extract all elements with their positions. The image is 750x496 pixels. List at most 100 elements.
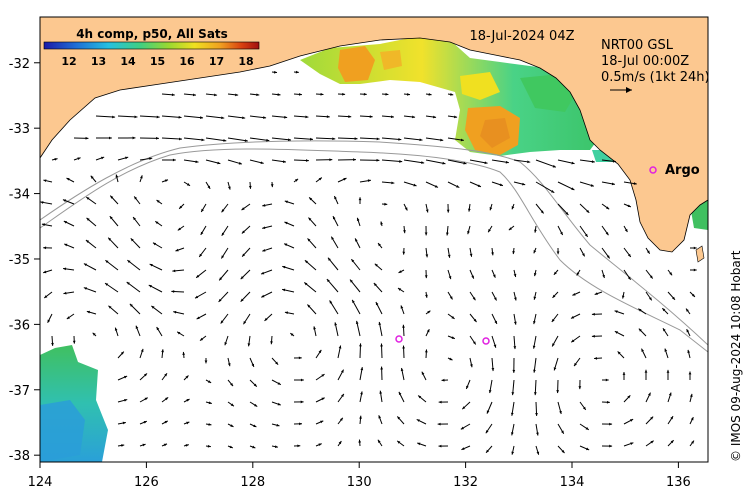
current-arrowhead: [221, 232, 225, 236]
current-arrowhead: [574, 362, 577, 367]
current-arrowhead: [123, 375, 128, 379]
current-arrowhead: [262, 248, 266, 252]
current-arrow: [205, 115, 225, 119]
current-arrowhead: [182, 351, 186, 355]
current-arrowhead: [460, 426, 465, 430]
current-arrowhead: [627, 276, 631, 280]
current-arrowhead: [318, 443, 322, 447]
current-arrowhead: [513, 346, 517, 350]
current-arrowhead: [173, 310, 177, 314]
current-arrowhead: [609, 444, 613, 448]
current-arrowhead: [460, 138, 464, 142]
colorbar-gradient: [43, 41, 260, 50]
current-arrowhead: [648, 297, 652, 301]
current-arrowhead: [240, 276, 244, 280]
current-arrowhead: [646, 250, 650, 254]
current-arrowhead: [421, 371, 425, 375]
current-arrowhead: [110, 195, 114, 199]
current-arrowhead: [142, 443, 146, 447]
current-arrowhead: [115, 174, 119, 178]
current-arrowhead: [214, 93, 218, 97]
current-arrowhead: [662, 308, 666, 312]
current-arrowhead: [85, 136, 89, 140]
current-arrowhead: [461, 447, 465, 450]
colorbar-tick-label: 12: [61, 55, 76, 68]
current-arrowhead: [424, 349, 428, 353]
current-arrowhead: [412, 115, 416, 119]
current-arrowhead: [200, 116, 204, 119]
current-arrowhead: [164, 179, 169, 183]
current-arrowhead: [576, 272, 580, 276]
current-arrowhead: [152, 242, 157, 246]
current-arrowhead: [512, 369, 516, 373]
current-arrowhead: [472, 341, 476, 345]
current-arrowhead: [434, 184, 439, 188]
current-arrowhead: [690, 417, 694, 421]
current-arrowhead: [186, 183, 191, 186]
current-arrowhead: [284, 221, 288, 225]
current-arrowhead: [425, 209, 429, 213]
sst-patches: [40, 36, 708, 462]
current-arrowhead: [622, 371, 626, 375]
current-arrowhead: [248, 185, 252, 189]
current-arrowhead: [367, 179, 371, 183]
current-arrowhead: [310, 137, 314, 141]
current-arrowhead: [398, 288, 402, 291]
current-arrow: [205, 137, 227, 142]
current-arrowhead: [156, 115, 160, 119]
current-arrowhead: [561, 449, 565, 454]
current-arrowhead: [156, 327, 160, 331]
current-arrowhead: [241, 230, 245, 234]
lat-tick-label: -34: [9, 188, 30, 203]
current-arrowhead: [135, 325, 139, 329]
current-arrowhead: [241, 207, 245, 211]
current-arrowhead: [691, 440, 694, 444]
argo-marker: [395, 335, 403, 343]
current-arrowhead: [571, 187, 575, 190]
current-arrowhead: [282, 265, 286, 269]
current-arrowhead: [276, 423, 280, 427]
current-arrowhead: [533, 273, 537, 277]
lon-tick-label: 132: [453, 475, 478, 490]
current-arrowhead: [220, 320, 224, 324]
current-arrowhead: [489, 207, 493, 211]
current-arrowhead: [377, 439, 381, 443]
current-arrowhead: [185, 375, 189, 379]
current-arrowhead: [419, 138, 423, 142]
current-arrowhead: [230, 403, 234, 407]
current-arrowhead: [466, 385, 469, 389]
current-arrowhead: [638, 328, 642, 332]
current-arrowhead: [66, 178, 70, 181]
current-arrowhead: [463, 161, 467, 165]
current-arrowhead: [527, 160, 531, 164]
colorbar-tick-label: 16: [179, 55, 195, 68]
current-arrow: [403, 159, 425, 164]
current-arrowhead: [533, 321, 536, 325]
current-arrowhead: [114, 327, 118, 331]
current-arrowhead: [300, 378, 304, 382]
current-arrowhead: [171, 290, 175, 293]
current-arrowhead: [47, 319, 51, 323]
current-arrowhead: [229, 445, 233, 449]
current-arrowhead: [638, 308, 642, 312]
current-arrowhead: [334, 196, 337, 200]
current-arrowhead: [171, 93, 175, 97]
current-arrowhead: [641, 348, 644, 352]
current-arrowhead: [591, 160, 595, 163]
current-arrowhead: [533, 296, 537, 300]
current-arrow: [381, 137, 402, 141]
current-arrowhead: [134, 196, 138, 200]
current-arrowhead: [493, 344, 497, 348]
current-arrowhead: [578, 386, 582, 390]
current-arrowhead: [491, 368, 495, 372]
argo-floats: [395, 166, 657, 345]
current-arrowhead: [277, 382, 281, 385]
current-arrowhead: [54, 157, 58, 161]
current-arrowhead: [122, 421, 126, 425]
current-arrowhead: [342, 92, 346, 96]
current-arrowhead: [108, 136, 112, 140]
current-arrowhead: [551, 190, 555, 193]
current-arrowhead: [693, 268, 697, 272]
current-arrowhead: [230, 383, 234, 387]
current-arrow: [337, 137, 358, 140]
